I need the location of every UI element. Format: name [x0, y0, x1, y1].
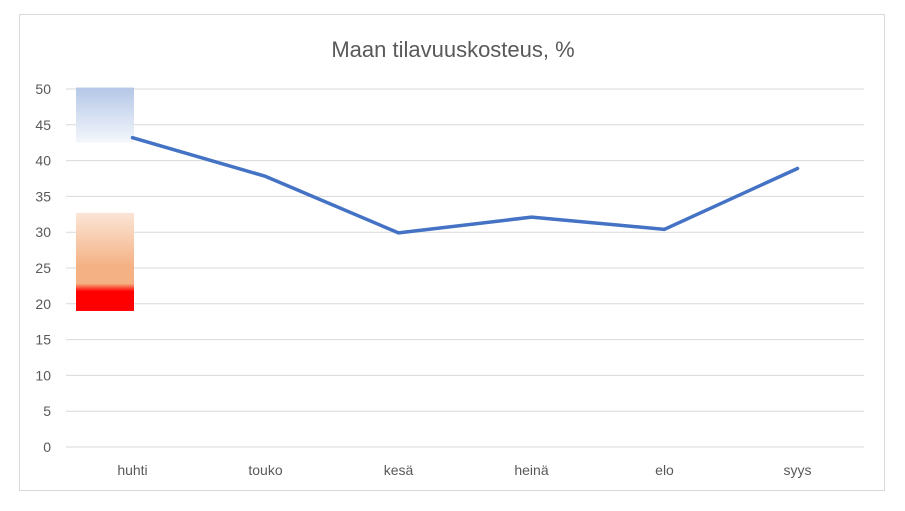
moisture-band-wet	[76, 87, 134, 143]
x-tick-label: heinä	[514, 462, 548, 478]
chart-title: Maan tilavuuskosteus, %	[331, 37, 574, 62]
y-tick-label: 50	[35, 81, 51, 97]
y-axis-ticks: 0 5 10 15 20 25 30 35 40 45 50	[35, 81, 51, 455]
x-tick-label: touko	[248, 462, 282, 478]
y-tick-label: 25	[35, 260, 51, 276]
data-point	[796, 166, 799, 170]
data-point	[663, 227, 666, 231]
moisture-band-dry	[76, 212, 134, 311]
y-tick-label: 45	[35, 117, 51, 133]
band-layer	[76, 87, 134, 311]
data-point	[397, 231, 400, 235]
x-tick-label: syys	[784, 462, 812, 478]
y-tick-label: 30	[35, 224, 51, 240]
y-tick-label: 5	[43, 403, 51, 419]
data-point	[530, 215, 533, 219]
y-tick-label: 10	[35, 367, 51, 383]
y-tick-label: 35	[35, 188, 51, 204]
y-tick-label: 20	[35, 296, 51, 312]
chart-frame: Maan tilavuuskosteus, % 0 5 10 15 20 25 30 35 40…	[19, 14, 885, 491]
y-tick-label: 15	[35, 332, 51, 348]
line-chart: Maan tilavuuskosteus, % 0 5 10 15 20 25 30 35 40…	[35, 37, 864, 478]
y-tick-label: 0	[43, 439, 51, 455]
x-tick-label: elo	[655, 462, 674, 478]
series-layer	[130, 135, 800, 235]
x-tick-label: huhti	[117, 462, 147, 478]
y-tick-label: 40	[35, 153, 51, 169]
grid-layer	[66, 88, 864, 448]
series-line	[130, 135, 800, 235]
data-point	[264, 174, 267, 178]
x-tick-label: kesä	[384, 462, 414, 478]
data-point	[131, 136, 134, 140]
x-axis-ticks: huhti touko kesä heinä elo syys	[117, 462, 811, 478]
